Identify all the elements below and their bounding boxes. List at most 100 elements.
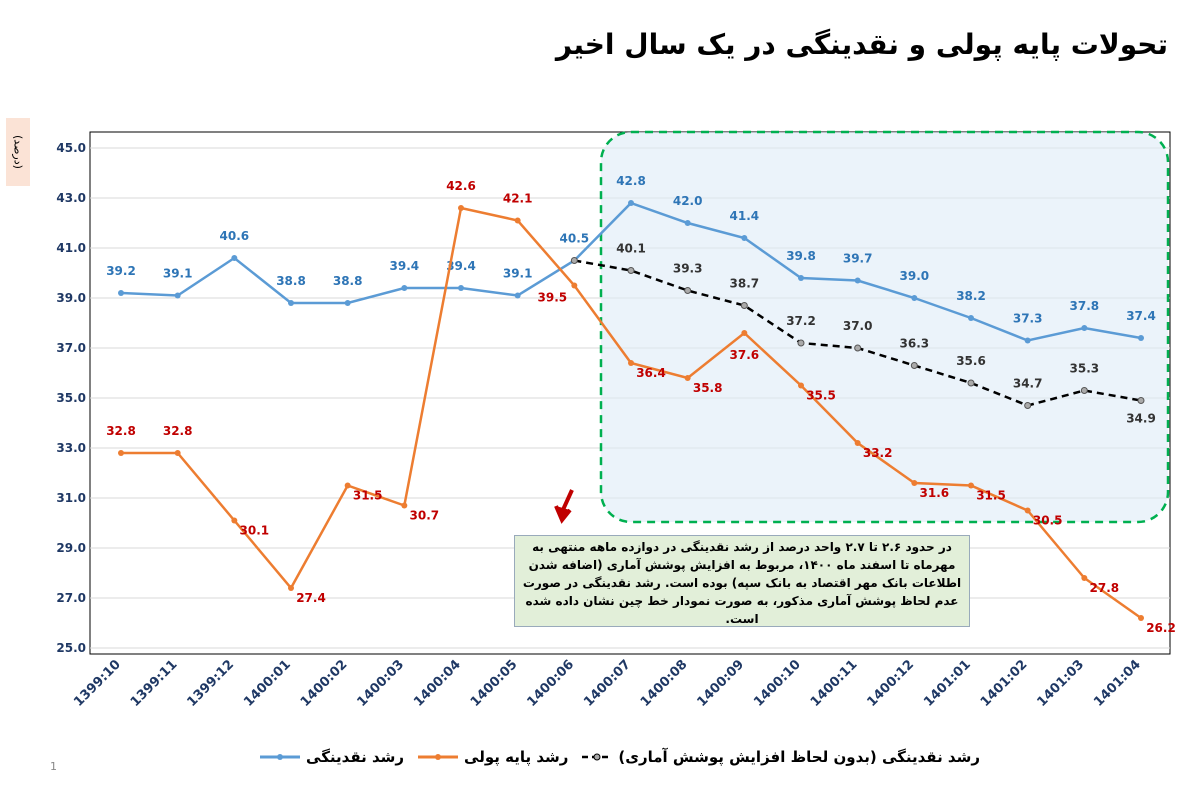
data-point	[911, 480, 918, 486]
data-point	[514, 292, 521, 299]
data-label: 41.4	[730, 209, 760, 223]
data-label: 36.4	[636, 366, 666, 380]
data-label: 33.2	[863, 446, 893, 460]
y-tick-label: 45.0	[56, 141, 86, 155]
data-point	[1024, 337, 1031, 344]
x-tick-label: 1401:02	[978, 657, 1031, 710]
data-point	[1081, 325, 1088, 331]
data-point	[231, 517, 238, 524]
x-tick-label: 1400:12	[864, 657, 917, 710]
data-label: 42.0	[673, 194, 703, 208]
x-tick-label: 1400:07	[581, 657, 634, 710]
data-point	[798, 382, 804, 389]
data-point	[798, 275, 804, 281]
data-label: 37.3	[1013, 312, 1043, 326]
data-label: 39.0	[900, 269, 930, 283]
x-tick-label: 1400:05	[468, 657, 521, 710]
data-label: 39.1	[163, 267, 193, 281]
data-label: 38.8	[276, 274, 306, 288]
annotation-box: در حدود ۲.۶ تا ۲.۷ واحد درصد از رشد نقدی…	[514, 535, 970, 627]
data-point	[1081, 575, 1088, 581]
legend-swatch	[582, 753, 613, 761]
data-label: 31.5	[353, 489, 383, 503]
data-point	[968, 315, 974, 321]
data-label: 40.6	[220, 229, 250, 243]
data-label: 37.2	[786, 314, 816, 328]
data-point	[1024, 402, 1032, 409]
y-tick-label: 27.0	[56, 591, 86, 605]
data-label: 39.4	[446, 259, 476, 273]
data-label: 37.6	[730, 348, 760, 362]
x-tick-label: 1400:10	[751, 657, 804, 710]
y-tick-label: 29.0	[56, 541, 86, 555]
data-point	[628, 360, 634, 366]
data-point	[570, 257, 578, 264]
data-point	[911, 295, 918, 301]
x-tick-label: 1401:01	[921, 657, 974, 710]
x-tick-label: 1400:08	[638, 657, 691, 710]
data-label: 34.9	[1126, 412, 1156, 426]
page-number: 1	[50, 760, 57, 773]
data-point	[401, 502, 408, 509]
y-tick-label: 43.0	[56, 191, 86, 205]
data-label: 31.5	[976, 489, 1006, 503]
y-tick-label: 41.0	[56, 241, 86, 255]
data-label: 26.2	[1146, 621, 1176, 635]
data-label: 30.1	[240, 524, 270, 538]
data-point	[1080, 387, 1088, 394]
data-label: 27.4	[296, 591, 326, 605]
data-point	[684, 287, 692, 294]
data-point	[514, 217, 521, 224]
y-tick-label: 37.0	[56, 341, 86, 355]
data-point	[344, 482, 351, 489]
data-point	[967, 379, 975, 387]
data-point	[1138, 615, 1144, 621]
data-point	[910, 362, 918, 369]
data-point	[628, 200, 634, 206]
x-tick-label: 1400:09	[694, 657, 747, 710]
data-label: 39.1	[503, 267, 533, 281]
data-point	[1137, 397, 1145, 404]
data-label: 35.5	[806, 389, 836, 403]
legend-item: رشد پایه پولی	[418, 748, 568, 766]
data-label: 42.8	[616, 174, 646, 188]
y-tick-label: 39.0	[56, 291, 86, 305]
data-label: 42.1	[503, 192, 533, 206]
data-label: 31.6	[920, 486, 950, 500]
legend-item: رشد نقدینگی (بدون لحاظ افزایش پوشش آماری…	[582, 748, 980, 766]
data-label: 37.0	[843, 319, 873, 333]
x-tick-label: 1399:11	[128, 657, 181, 710]
y-tick-label: 25.0	[56, 641, 86, 655]
data-label: 35.8	[693, 381, 723, 395]
data-label: 38.7	[730, 277, 760, 291]
data-label: 38.8	[333, 274, 363, 288]
data-label: 37.4	[1126, 309, 1156, 323]
data-label: 35.6	[956, 354, 986, 368]
data-point	[118, 450, 124, 456]
y-tick-label: 35.0	[56, 391, 86, 405]
data-point	[1138, 335, 1144, 341]
data-point	[118, 290, 124, 296]
data-point	[288, 585, 294, 591]
data-point	[288, 300, 294, 306]
data-label: 32.8	[163, 424, 193, 438]
data-point	[458, 205, 464, 211]
highlight-region	[599, 130, 1170, 524]
legend-label: رشد پایه پولی	[464, 748, 569, 766]
y-axis-label: (درصد)	[6, 118, 30, 186]
data-point	[854, 344, 862, 352]
legend-item: رشد نقدینگی	[260, 748, 404, 766]
x-tick-label: 1400:04	[411, 657, 464, 710]
y-tick-label: 33.0	[56, 441, 86, 455]
legend-label: رشد نقدینگی (بدون لحاظ افزایش پوشش آماری…	[618, 748, 980, 766]
data-point	[1024, 507, 1031, 514]
x-tick-label: 1399:12	[184, 657, 237, 710]
data-label: 39.3	[673, 262, 703, 276]
data-point	[684, 375, 691, 381]
data-point	[797, 339, 805, 347]
data-label: 30.7	[410, 509, 440, 523]
data-point	[741, 235, 748, 241]
y-tick-label: 31.0	[56, 491, 86, 505]
data-label: 38.2	[956, 289, 986, 303]
